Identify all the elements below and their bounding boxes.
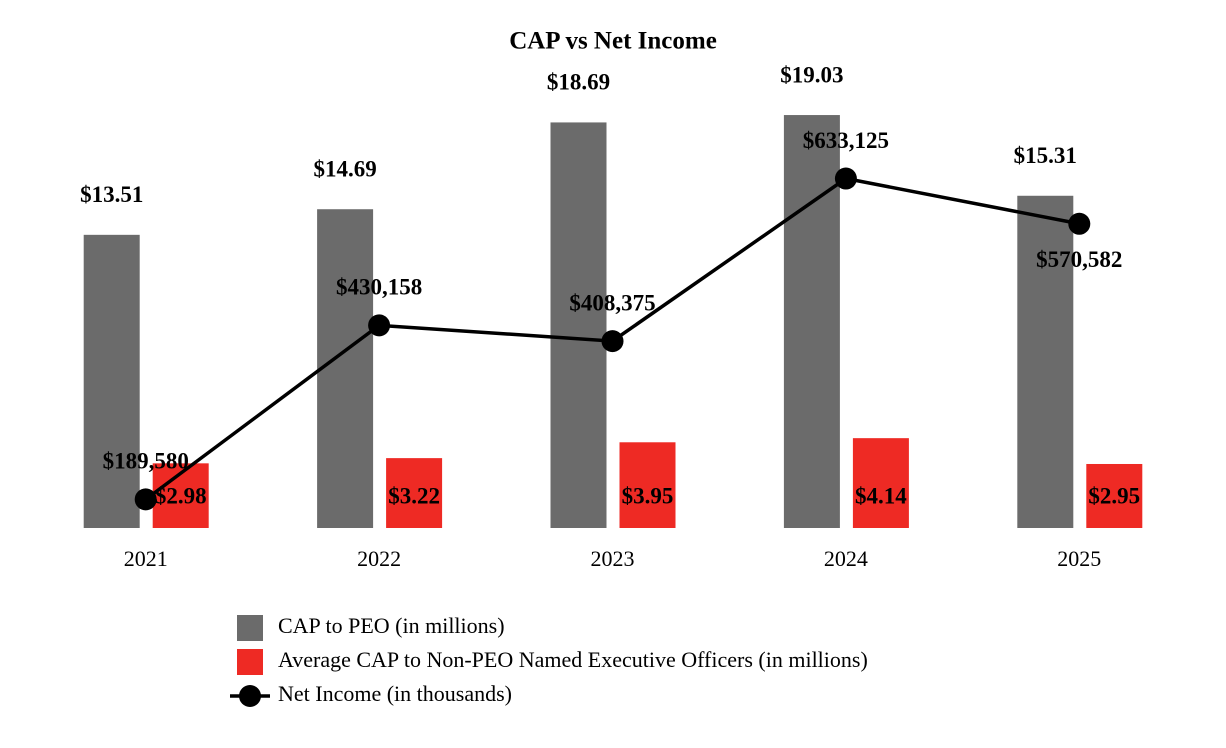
bar [852, 438, 909, 528]
point [1068, 212, 1091, 235]
x-tick-label: 2022 [357, 546, 401, 571]
data-label: $430,158 [336, 275, 422, 300]
bar [619, 442, 676, 528]
bar [317, 209, 374, 529]
legend-swatch [237, 615, 263, 641]
point [601, 330, 624, 353]
x-tick-label: 2025 [1057, 546, 1101, 571]
legend-label: Average CAP to Non-PEO Named Executive O… [278, 647, 868, 672]
point [134, 488, 157, 511]
data-label: $18.69 [547, 70, 610, 95]
legend-label: CAP to PEO (in millions) [278, 613, 505, 638]
chart-title: CAP vs Net Income [509, 28, 717, 55]
data-label: $408,375 [569, 290, 655, 315]
point [368, 314, 391, 337]
x-tick-label: 2024 [824, 546, 868, 571]
data-label: $570,582 [1036, 247, 1122, 272]
data-label: $2.98 [155, 483, 207, 508]
x-tick-label: 2021 [124, 546, 168, 571]
legend-marker [239, 685, 261, 707]
data-label: $633,125 [803, 128, 889, 153]
data-label: $19.03 [780, 62, 843, 87]
bar [386, 458, 443, 528]
bar [1086, 463, 1143, 528]
data-label: $15.31 [1014, 143, 1077, 168]
x-tick-label: 2023 [591, 546, 635, 571]
data-label: $189,580 [103, 449, 189, 474]
bar [83, 234, 140, 528]
data-label: $2.95 [1088, 483, 1140, 508]
data-label: $3.95 [622, 483, 674, 508]
bar [783, 115, 840, 528]
point [834, 167, 857, 190]
bar [550, 122, 607, 528]
data-label: $3.22 [388, 483, 440, 508]
data-label: $4.14 [855, 483, 907, 508]
legend-label: Net Income (in thousands) [278, 681, 512, 706]
bar [1017, 195, 1074, 528]
data-label: $13.51 [80, 182, 143, 207]
legend-swatch [237, 649, 263, 675]
data-label: $14.69 [313, 157, 376, 182]
